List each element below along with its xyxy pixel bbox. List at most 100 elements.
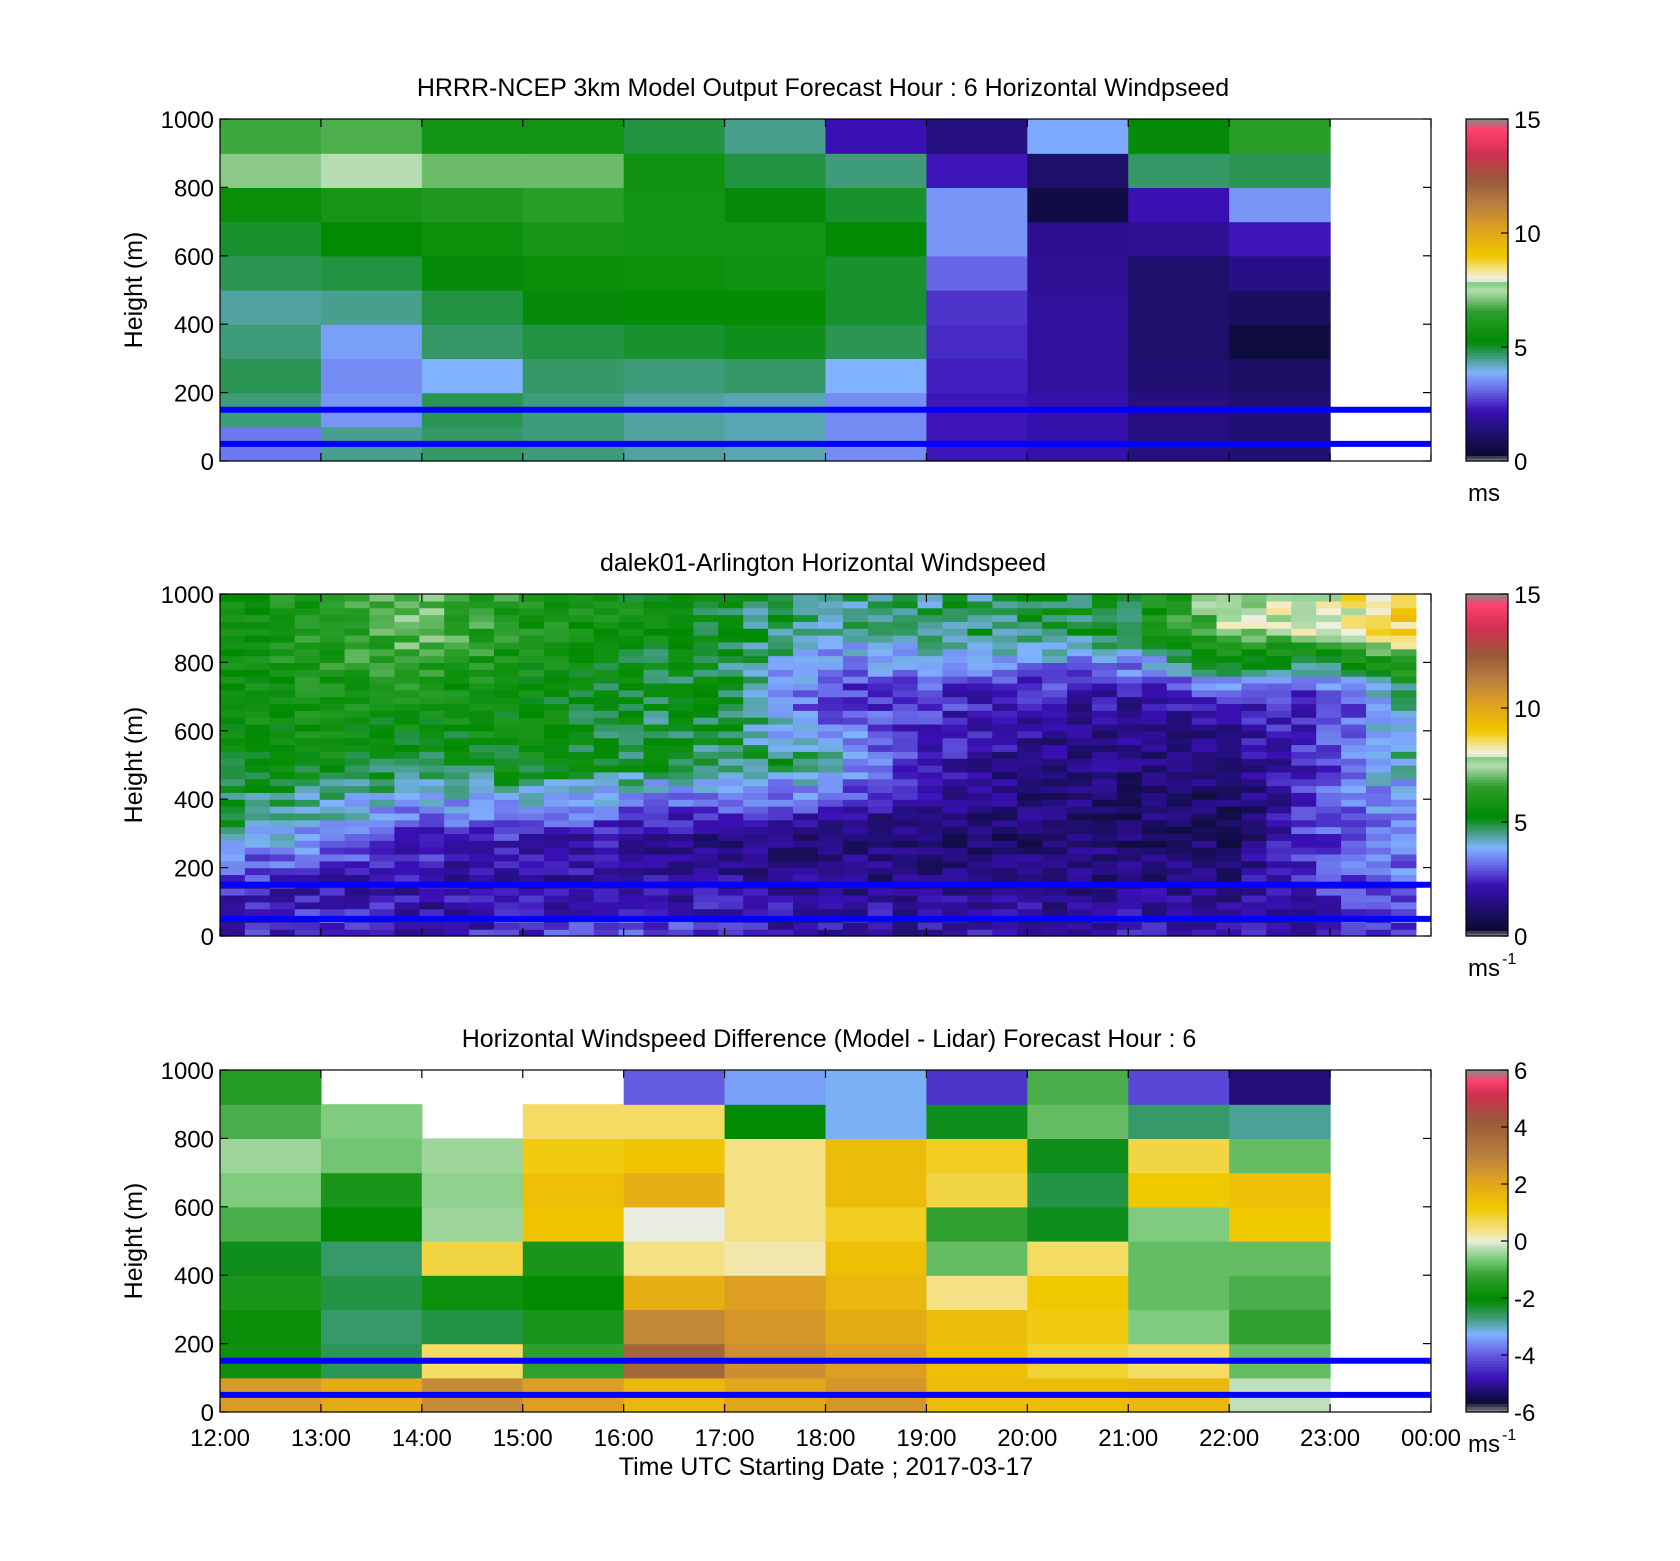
heatmap-cell xyxy=(1241,600,1267,609)
heatmap-cell xyxy=(718,641,744,650)
heatmap-cell xyxy=(294,744,321,752)
heatmap-cell xyxy=(1017,621,1043,629)
colorbar-swatch xyxy=(1466,281,1508,285)
heatmap-cell xyxy=(494,853,520,862)
heatmap-cell xyxy=(967,648,993,657)
heatmap-cell xyxy=(1366,723,1392,732)
heatmap-cell xyxy=(643,730,670,739)
heatmap-cell xyxy=(518,799,545,807)
colorbar-swatch xyxy=(1466,656,1508,661)
heatmap-cell xyxy=(1067,771,1093,780)
heatmap-cell xyxy=(1116,696,1143,705)
heatmap-cell xyxy=(1166,607,1193,616)
heatmap-cell xyxy=(344,908,371,917)
panel-difference: Horizontal Windspeed Difference (Model -… xyxy=(120,1025,1535,1481)
heatmap-cell xyxy=(244,922,271,930)
colorbar-swatch xyxy=(1466,1198,1508,1202)
heatmap-cell xyxy=(244,614,271,622)
heatmap-cell xyxy=(768,908,794,917)
colorbar-swatch xyxy=(1466,147,1508,151)
heatmap-cell xyxy=(967,833,993,841)
heatmap-cell xyxy=(1216,894,1243,903)
heatmap-cell xyxy=(1341,929,1367,937)
heatmap-cell xyxy=(421,187,524,223)
heatmap-cell xyxy=(522,221,625,257)
heatmap-cell xyxy=(344,826,371,834)
heatmap-cell xyxy=(1067,641,1093,650)
heatmap-cell xyxy=(1017,860,1043,869)
colorbar-swatch xyxy=(1466,372,1508,377)
heatmap-cell xyxy=(1390,696,1417,705)
panel-difference-xlabel: Time UTC Starting Date ; 2017-03-17 xyxy=(619,1453,1034,1481)
y-tick-label: 200 xyxy=(174,381,214,408)
heatmap-cell xyxy=(1266,922,1292,930)
heatmap-cell xyxy=(593,648,620,657)
colorbar-swatch xyxy=(1466,907,1508,911)
heatmap-cell xyxy=(1042,648,1068,657)
heatmap-cell xyxy=(1191,888,1218,896)
heatmap-cell xyxy=(593,806,620,814)
heatmap-cell xyxy=(1166,730,1193,739)
heatmap-cell xyxy=(1241,908,1267,917)
heatmap-cell xyxy=(1191,799,1218,807)
heatmap-cell xyxy=(369,723,395,732)
heatmap-cell xyxy=(668,867,694,876)
heatmap-cell xyxy=(793,614,819,622)
heatmap-cell xyxy=(1141,888,1168,896)
heatmap-cell xyxy=(344,751,371,759)
heatmap-cell xyxy=(444,874,470,882)
heatmap-cell xyxy=(444,737,470,746)
heatmap-cell xyxy=(518,744,545,752)
heatmap-cell xyxy=(1216,682,1243,691)
colorbar-swatch xyxy=(1466,295,1508,300)
colorbar-swatch xyxy=(1466,596,1508,601)
heatmap-cell xyxy=(1316,669,1342,677)
heatmap-cell xyxy=(469,888,495,896)
heatmap-cell xyxy=(269,703,296,711)
heatmap-cell xyxy=(1116,737,1143,746)
colorbar-swatch xyxy=(1466,230,1508,234)
heatmap-cell xyxy=(1191,792,1218,800)
heatmap-cell xyxy=(618,703,645,711)
heatmap-cell xyxy=(394,648,420,657)
heatmap-cell xyxy=(568,655,595,663)
colorbar-swatch xyxy=(1466,167,1508,171)
heatmap-cell xyxy=(220,765,246,773)
heatmap-cell xyxy=(942,723,969,732)
heatmap-cell xyxy=(1027,1206,1129,1242)
heatmap-cell xyxy=(1141,894,1168,903)
heatmap-cell xyxy=(369,792,395,800)
colorbar-swatch xyxy=(1466,1218,1508,1222)
heatmap-cell xyxy=(992,888,1018,896)
colorbar-swatch xyxy=(1466,824,1508,829)
heatmap-cell xyxy=(942,806,969,814)
heatmap-cell xyxy=(892,594,919,602)
heatmap-cell xyxy=(593,860,620,869)
heatmap-cell xyxy=(867,894,894,903)
heatmap-cell xyxy=(1017,737,1043,746)
heatmap-cell xyxy=(1216,840,1243,848)
heatmap-cell xyxy=(1166,689,1193,698)
heatmap-cell xyxy=(1067,901,1093,910)
heatmap-cell xyxy=(724,221,827,257)
heatmap-cell xyxy=(917,737,944,746)
heatmap-cell xyxy=(1042,689,1068,698)
heatmap-cell xyxy=(1017,806,1043,814)
heatmap-cell xyxy=(543,812,570,821)
heatmap-cell xyxy=(825,1241,928,1276)
heatmap-cell xyxy=(668,648,694,657)
heatmap-cell xyxy=(244,689,271,698)
heatmap-cell xyxy=(643,682,670,691)
heatmap-cell xyxy=(1241,792,1267,800)
colorbar-swatch xyxy=(1466,119,1508,123)
heatmap-cell xyxy=(1042,717,1068,725)
heatmap-cell xyxy=(793,874,819,882)
heatmap-cell xyxy=(793,840,819,848)
heatmap-cell xyxy=(926,1070,1028,1105)
heatmap-cell xyxy=(1166,621,1193,629)
heatmap-cell xyxy=(643,758,670,766)
heatmap-cell xyxy=(618,833,645,841)
heatmap-cell xyxy=(1241,607,1267,616)
heatmap-cell xyxy=(319,853,346,862)
heatmap-cell xyxy=(1366,648,1392,657)
